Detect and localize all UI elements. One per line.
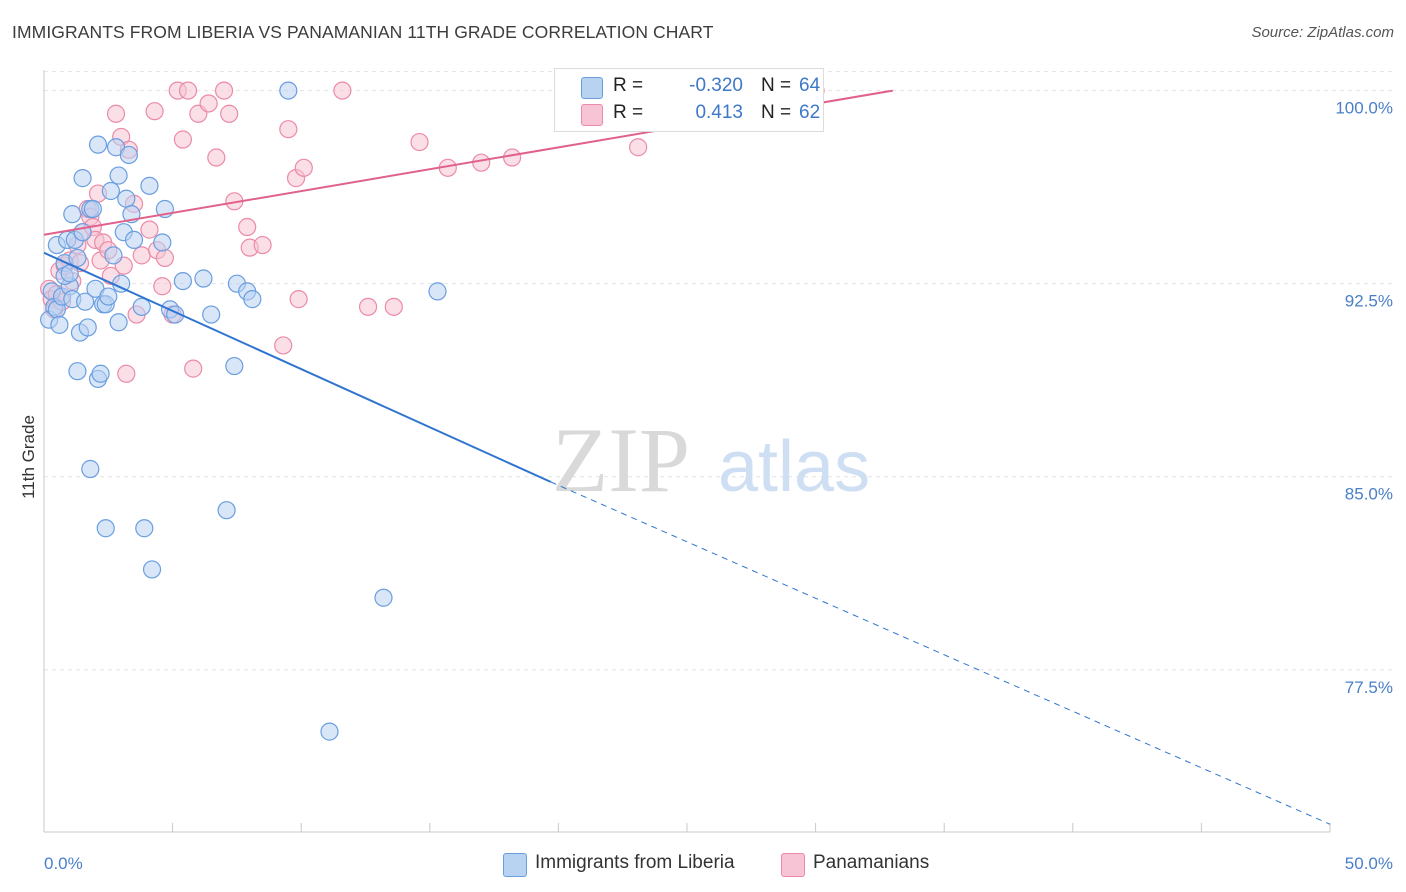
point-liberia <box>117 189 136 208</box>
point-liberia <box>217 501 236 520</box>
point-liberia <box>124 230 144 250</box>
point-liberia <box>91 364 110 383</box>
y-tick-label: 92.5% <box>1345 292 1393 311</box>
point-panamanians <box>207 148 226 167</box>
point-liberia <box>68 362 87 381</box>
point-liberia <box>202 305 221 324</box>
legend-n-label: N = <box>761 75 792 96</box>
point-panamanians <box>132 246 151 265</box>
point-panamanians <box>153 277 172 296</box>
series-liberia <box>40 81 447 741</box>
point-panamanians <box>274 336 293 355</box>
legend-n-label: N = <box>761 102 792 123</box>
point-liberia <box>135 519 154 538</box>
point-liberia <box>99 287 118 306</box>
trend-line-liberia <box>43 251 552 483</box>
point-liberia <box>279 81 298 100</box>
point-liberia <box>81 459 100 479</box>
point-liberia <box>109 166 128 185</box>
point-liberia <box>374 588 393 607</box>
point-panamanians <box>279 120 298 139</box>
watermark-atlas: atlas <box>718 427 870 507</box>
legend-r-value: -0.320 <box>689 75 743 96</box>
point-liberia <box>142 560 162 579</box>
point-panamanians <box>358 297 378 316</box>
legend-r-label: R = <box>613 75 644 96</box>
point-panamanians <box>173 130 192 149</box>
point-panamanians <box>289 290 308 309</box>
point-liberia <box>140 176 159 195</box>
point-panamanians <box>410 132 429 152</box>
point-panamanians <box>220 104 239 123</box>
x-ticks <box>43 823 1331 832</box>
point-panamanians <box>106 104 126 123</box>
point-panamanians <box>384 297 403 316</box>
y-tick-label: 77.5% <box>1345 678 1393 697</box>
point-panamanians <box>238 217 257 237</box>
point-panamanians <box>472 153 491 172</box>
point-liberia <box>194 269 213 288</box>
point-liberia <box>63 205 82 224</box>
bottom-legend-label: Panamanians <box>813 852 930 873</box>
point-panamanians <box>145 102 164 121</box>
point-panamanians <box>117 364 136 383</box>
point-liberia <box>109 313 128 332</box>
legend-r-value: 0.413 <box>695 102 743 123</box>
y-tick-labels: 77.5% 85.0% 92.5% 100.0% <box>1335 99 1393 697</box>
point-liberia <box>104 246 123 265</box>
trend-line-liberia-extrapolated <box>550 481 1331 825</box>
point-panamanians <box>140 220 159 239</box>
point-liberia <box>68 248 87 268</box>
point-panamanians <box>214 81 234 100</box>
point-liberia <box>88 135 108 154</box>
bottom-legend-label: Immigrants from Liberia <box>535 852 735 873</box>
point-liberia <box>153 233 172 252</box>
point-panamanians <box>199 94 218 113</box>
point-panamanians <box>253 235 272 255</box>
point-liberia <box>428 282 447 301</box>
point-panamanians <box>503 148 522 167</box>
point-liberia <box>50 315 69 334</box>
point-liberia <box>119 145 138 165</box>
legend-n-value: 64 <box>799 75 821 96</box>
point-liberia <box>132 297 151 316</box>
legend-swatch-pink <box>581 104 603 126</box>
y-tick-label: 100.0% <box>1335 99 1393 118</box>
point-liberia <box>225 356 244 376</box>
source-label: Source: ZipAtlas.com <box>1251 24 1394 41</box>
point-panamanians <box>333 81 352 100</box>
point-liberia <box>96 519 115 538</box>
y-axis-title: 11th Grade <box>19 415 38 499</box>
point-panamanians <box>155 248 174 268</box>
point-liberia <box>101 181 120 201</box>
point-liberia <box>173 271 192 291</box>
watermark-zip: ZIP <box>552 409 690 511</box>
point-panamanians <box>184 359 203 378</box>
point-panamanians <box>294 158 313 177</box>
bottom-legend-swatch-pink <box>781 853 805 877</box>
point-liberia <box>76 292 95 311</box>
point-liberia <box>243 290 262 309</box>
grid-lines <box>44 71 1393 671</box>
point-liberia <box>73 169 92 188</box>
chart-title: IMMIGRANTS FROM LIBERIA VS PANAMANIAN 11… <box>12 22 714 42</box>
x-tick-label-max: 50.0% <box>1345 854 1393 873</box>
point-liberia <box>78 318 97 337</box>
point-panamanians <box>178 81 198 100</box>
legend-swatch-blue <box>581 77 603 99</box>
point-panamanians <box>629 138 648 157</box>
watermark: ZIP atlas <box>552 409 870 511</box>
correlation-legend: R = -0.320 N = 64 R = 0.413 N = 62 <box>554 68 824 132</box>
x-tick-label-min: 0.0% <box>44 854 83 873</box>
point-liberia <box>320 722 339 741</box>
point-liberia <box>83 199 102 219</box>
legend-r-label: R = <box>613 102 644 123</box>
bottom-legend-swatch-blue <box>503 853 527 877</box>
legend-n-value: 62 <box>799 102 821 123</box>
y-tick-label: 85.0% <box>1345 485 1393 504</box>
